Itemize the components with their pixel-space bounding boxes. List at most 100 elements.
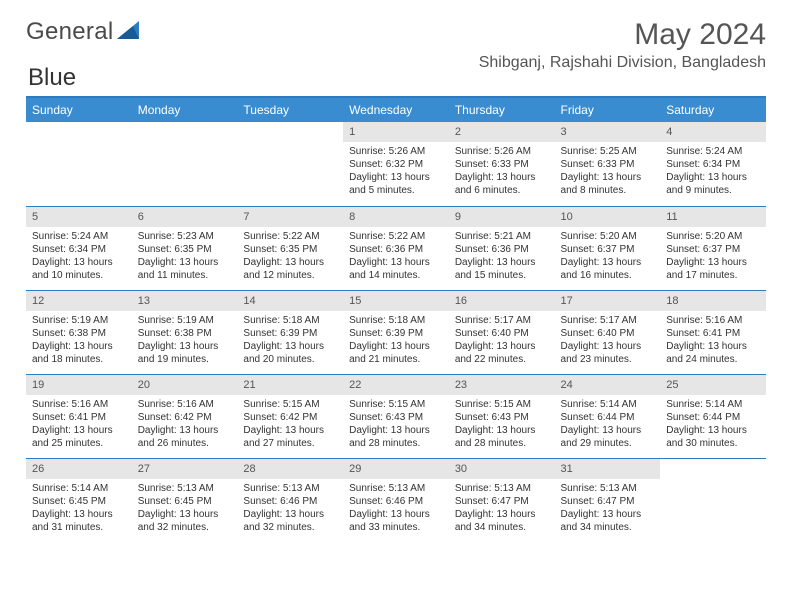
daylight-line: Daylight: 13 hours and 34 minutes.	[561, 508, 655, 534]
calendar-cell: 21Sunrise: 5:15 AMSunset: 6:42 PMDayligh…	[237, 374, 343, 458]
sunset-line: Sunset: 6:43 PM	[349, 411, 443, 424]
daylight-line: Daylight: 13 hours and 33 minutes.	[349, 508, 443, 534]
sunset-line: Sunset: 6:32 PM	[349, 158, 443, 171]
day-number: 28	[237, 459, 343, 479]
sunset-line: Sunset: 6:40 PM	[455, 327, 549, 340]
sunset-line: Sunset: 6:45 PM	[138, 495, 232, 508]
calendar-cell: 30Sunrise: 5:13 AMSunset: 6:47 PMDayligh…	[449, 458, 555, 542]
daylight-line: Daylight: 13 hours and 11 minutes.	[138, 256, 232, 282]
sunrise-line: Sunrise: 5:24 AM	[666, 145, 760, 158]
sunset-line: Sunset: 6:47 PM	[561, 495, 655, 508]
daylight-line: Daylight: 13 hours and 8 minutes.	[561, 171, 655, 197]
day-number: 3	[555, 122, 661, 142]
calendar-week-row: 5Sunrise: 5:24 AMSunset: 6:34 PMDaylight…	[26, 206, 766, 290]
daylight-line: Daylight: 13 hours and 29 minutes.	[561, 424, 655, 450]
day-number: 22	[343, 375, 449, 395]
calendar-cell	[132, 122, 238, 206]
daylight-line: Daylight: 13 hours and 16 minutes.	[561, 256, 655, 282]
sunrise-line: Sunrise: 5:14 AM	[561, 398, 655, 411]
day-header: Tuesday	[237, 98, 343, 122]
day-info: Sunrise: 5:19 AMSunset: 6:38 PMDaylight:…	[132, 311, 238, 370]
calendar-cell: 2Sunrise: 5:26 AMSunset: 6:33 PMDaylight…	[449, 122, 555, 206]
sunrise-line: Sunrise: 5:16 AM	[138, 398, 232, 411]
calendar-cell: 6Sunrise: 5:23 AMSunset: 6:35 PMDaylight…	[132, 206, 238, 290]
daylight-line: Daylight: 13 hours and 26 minutes.	[138, 424, 232, 450]
daylight-line: Daylight: 13 hours and 32 minutes.	[138, 508, 232, 534]
calendar-cell: 13Sunrise: 5:19 AMSunset: 6:38 PMDayligh…	[132, 290, 238, 374]
day-info: Sunrise: 5:21 AMSunset: 6:36 PMDaylight:…	[449, 227, 555, 286]
calendar-thead: SundayMondayTuesdayWednesdayThursdayFrid…	[26, 98, 766, 122]
day-number: 6	[132, 207, 238, 227]
day-number: 27	[132, 459, 238, 479]
sunset-line: Sunset: 6:38 PM	[138, 327, 232, 340]
day-info: Sunrise: 5:25 AMSunset: 6:33 PMDaylight:…	[555, 142, 661, 201]
day-info: Sunrise: 5:20 AMSunset: 6:37 PMDaylight:…	[555, 227, 661, 286]
brand-part1: General	[26, 18, 113, 46]
day-info: Sunrise: 5:20 AMSunset: 6:37 PMDaylight:…	[660, 227, 766, 286]
sunrise-line: Sunrise: 5:17 AM	[561, 314, 655, 327]
daylight-line: Daylight: 13 hours and 6 minutes.	[455, 171, 549, 197]
day-header: Wednesday	[343, 98, 449, 122]
sunrise-line: Sunrise: 5:13 AM	[349, 482, 443, 495]
sunset-line: Sunset: 6:44 PM	[666, 411, 760, 424]
day-number: 2	[449, 122, 555, 142]
day-info: Sunrise: 5:14 AMSunset: 6:44 PMDaylight:…	[660, 395, 766, 454]
sunset-line: Sunset: 6:35 PM	[243, 243, 337, 256]
sunset-line: Sunset: 6:45 PM	[32, 495, 126, 508]
day-number: 13	[132, 291, 238, 311]
daylight-line: Daylight: 13 hours and 22 minutes.	[455, 340, 549, 366]
day-number: 8	[343, 207, 449, 227]
day-info: Sunrise: 5:15 AMSunset: 6:43 PMDaylight:…	[449, 395, 555, 454]
sunrise-line: Sunrise: 5:21 AM	[455, 230, 549, 243]
sunrise-line: Sunrise: 5:14 AM	[666, 398, 760, 411]
day-info: Sunrise: 5:13 AMSunset: 6:47 PMDaylight:…	[449, 479, 555, 538]
calendar-cell: 27Sunrise: 5:13 AMSunset: 6:45 PMDayligh…	[132, 458, 238, 542]
day-info: Sunrise: 5:24 AMSunset: 6:34 PMDaylight:…	[26, 227, 132, 286]
day-header: Saturday	[660, 98, 766, 122]
calendar-cell: 18Sunrise: 5:16 AMSunset: 6:41 PMDayligh…	[660, 290, 766, 374]
day-number: 18	[660, 291, 766, 311]
day-header: Monday	[132, 98, 238, 122]
brand-logo: General	[26, 18, 143, 46]
day-info: Sunrise: 5:26 AMSunset: 6:33 PMDaylight:…	[449, 142, 555, 201]
sunset-line: Sunset: 6:41 PM	[32, 411, 126, 424]
sunrise-line: Sunrise: 5:22 AM	[243, 230, 337, 243]
sunrise-line: Sunrise: 5:15 AM	[455, 398, 549, 411]
daylight-line: Daylight: 13 hours and 15 minutes.	[455, 256, 549, 282]
calendar-cell: 3Sunrise: 5:25 AMSunset: 6:33 PMDaylight…	[555, 122, 661, 206]
day-number: 1	[343, 122, 449, 142]
sunset-line: Sunset: 6:42 PM	[138, 411, 232, 424]
sunrise-line: Sunrise: 5:20 AM	[561, 230, 655, 243]
day-info: Sunrise: 5:19 AMSunset: 6:38 PMDaylight:…	[26, 311, 132, 370]
day-info: Sunrise: 5:16 AMSunset: 6:42 PMDaylight:…	[132, 395, 238, 454]
day-header-row: SundayMondayTuesdayWednesdayThursdayFrid…	[26, 98, 766, 122]
sunset-line: Sunset: 6:36 PM	[455, 243, 549, 256]
sunrise-line: Sunrise: 5:25 AM	[561, 145, 655, 158]
day-number: 23	[449, 375, 555, 395]
calendar-cell: 31Sunrise: 5:13 AMSunset: 6:47 PMDayligh…	[555, 458, 661, 542]
sunrise-line: Sunrise: 5:20 AM	[666, 230, 760, 243]
sunset-line: Sunset: 6:39 PM	[349, 327, 443, 340]
sunrise-line: Sunrise: 5:23 AM	[138, 230, 232, 243]
calendar-cell: 28Sunrise: 5:13 AMSunset: 6:46 PMDayligh…	[237, 458, 343, 542]
sunset-line: Sunset: 6:36 PM	[349, 243, 443, 256]
daylight-line: Daylight: 13 hours and 30 minutes.	[666, 424, 760, 450]
day-number: 15	[343, 291, 449, 311]
calendar-body: 1 Sunrise: 5:26 AMSunset: 6:32 PM Daylight…	[26, 122, 766, 542]
calendar-cell	[660, 458, 766, 542]
day-number: 31	[555, 459, 661, 479]
calendar-cell: 10Sunrise: 5:20 AMSunset: 6:37 PMDayligh…	[555, 206, 661, 290]
daylight-line: Daylight: 13 hours and 31 minutes.	[32, 508, 126, 534]
calendar-cell: 11Sunrise: 5:20 AMSunset: 6:37 PMDayligh…	[660, 206, 766, 290]
calendar-cell: 4Sunrise: 5:24 AMSunset: 6:34 PMDaylight…	[660, 122, 766, 206]
calendar-cell: 26Sunrise: 5:14 AMSunset: 6:45 PMDayligh…	[26, 458, 132, 542]
sunrise-line: Sunrise: 5:26 AM	[349, 145, 443, 158]
sunrise-line: Sunrise: 5:13 AM	[243, 482, 337, 495]
calendar-cell: 9Sunrise: 5:21 AMSunset: 6:36 PMDaylight…	[449, 206, 555, 290]
sunrise-line: Sunrise: 5:18 AM	[243, 314, 337, 327]
day-number: 7	[237, 207, 343, 227]
calendar-week-row: 26Sunrise: 5:14 AMSunset: 6:45 PMDayligh…	[26, 458, 766, 542]
day-info: Sunrise: 5:13 AMSunset: 6:46 PMDaylight:…	[237, 479, 343, 538]
calendar-week-row: 1 Sunrise: 5:26 AMSunset: 6:32 PM Daylight…	[26, 122, 766, 206]
sunset-line: Sunset: 6:37 PM	[561, 243, 655, 256]
